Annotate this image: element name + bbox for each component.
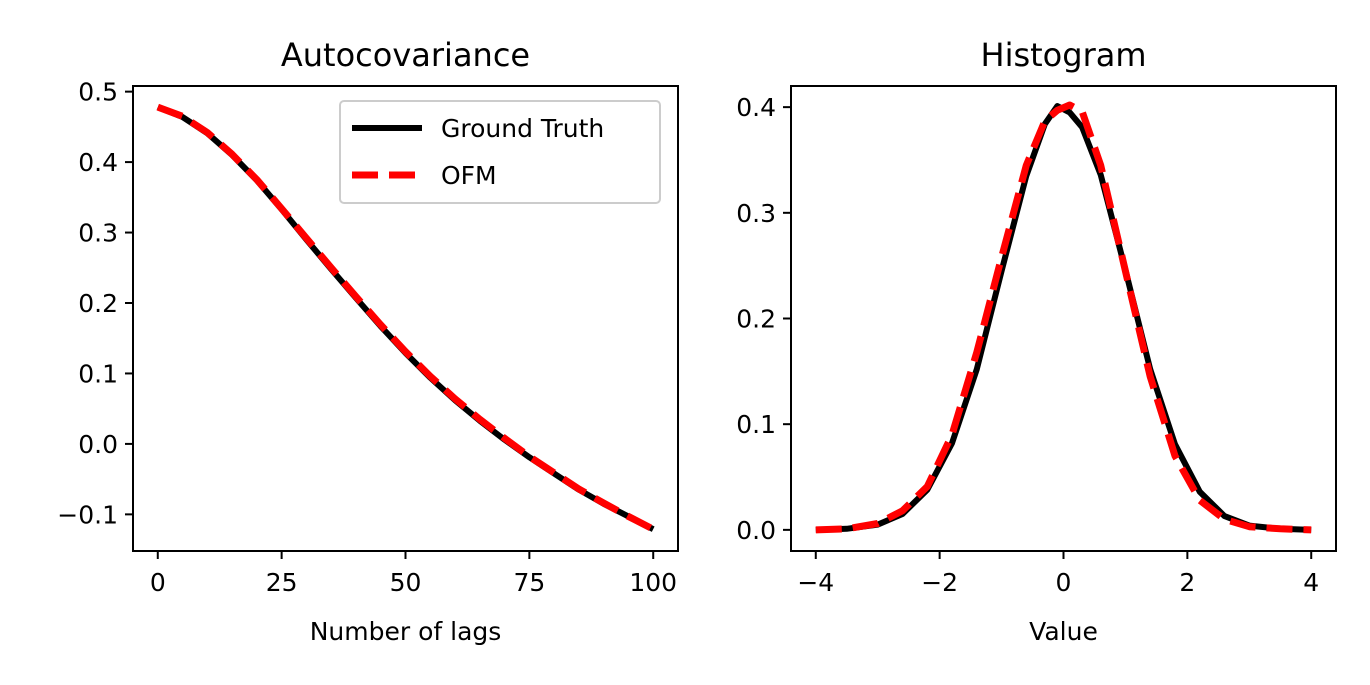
x-tick-label: 25 <box>266 568 298 597</box>
y-tick-label: 0.3 <box>78 219 118 248</box>
x-tick-label: −2 <box>921 568 958 597</box>
y-tick-label: 0.0 <box>78 430 118 459</box>
x-tick-label: 50 <box>390 568 422 597</box>
series-line-ofm <box>815 101 1312 534</box>
chart-title: Histogram <box>981 36 1147 74</box>
y-tick-label: 0.1 <box>78 359 118 388</box>
y-tick-label: 0.1 <box>736 410 776 439</box>
x-tick-label: 2 <box>1179 568 1195 597</box>
x-tick-label: 0 <box>1056 568 1072 597</box>
y-tick-label: −0.1 <box>57 500 118 529</box>
x-tick-label: 100 <box>629 568 677 597</box>
y-tick-label: 0.0 <box>736 516 776 545</box>
y-tick-label: 0.3 <box>736 199 776 228</box>
legend: Ground Truth OFM <box>339 100 661 204</box>
legend-label: OFM <box>441 161 497 190</box>
y-tick-label: 0.4 <box>736 93 776 122</box>
x-tick-label: 75 <box>513 568 545 597</box>
y-tick-label: 0.5 <box>78 78 118 107</box>
histogram-panel: Histogram −4 −2 0 2 4 0.4 0.3 0.2 0.1 0.0 Value <box>736 36 1337 646</box>
x-tick-label: 4 <box>1303 568 1319 597</box>
y-tick-label: 0.2 <box>736 305 776 334</box>
autocovariance-panel: Autocovariance 0 25 50 75 100 0.5 0.4 0.3 0.2 0.1 0… <box>57 36 679 646</box>
x-tick-label: 0 <box>150 568 166 597</box>
x-axis-label: Number of lags <box>310 617 502 646</box>
x-tick-label: −4 <box>797 568 834 597</box>
y-tick-label: 0.2 <box>78 289 118 318</box>
axes-frame <box>790 85 1337 552</box>
series-line-ofm <box>156 103 655 533</box>
x-axis-label: Value <box>1029 617 1098 646</box>
chart-title: Autocovariance <box>281 36 530 74</box>
y-tick-label: 0.4 <box>78 148 118 177</box>
legend-label: Ground Truth <box>441 114 604 143</box>
series-line-ground-truth <box>815 103 1312 533</box>
